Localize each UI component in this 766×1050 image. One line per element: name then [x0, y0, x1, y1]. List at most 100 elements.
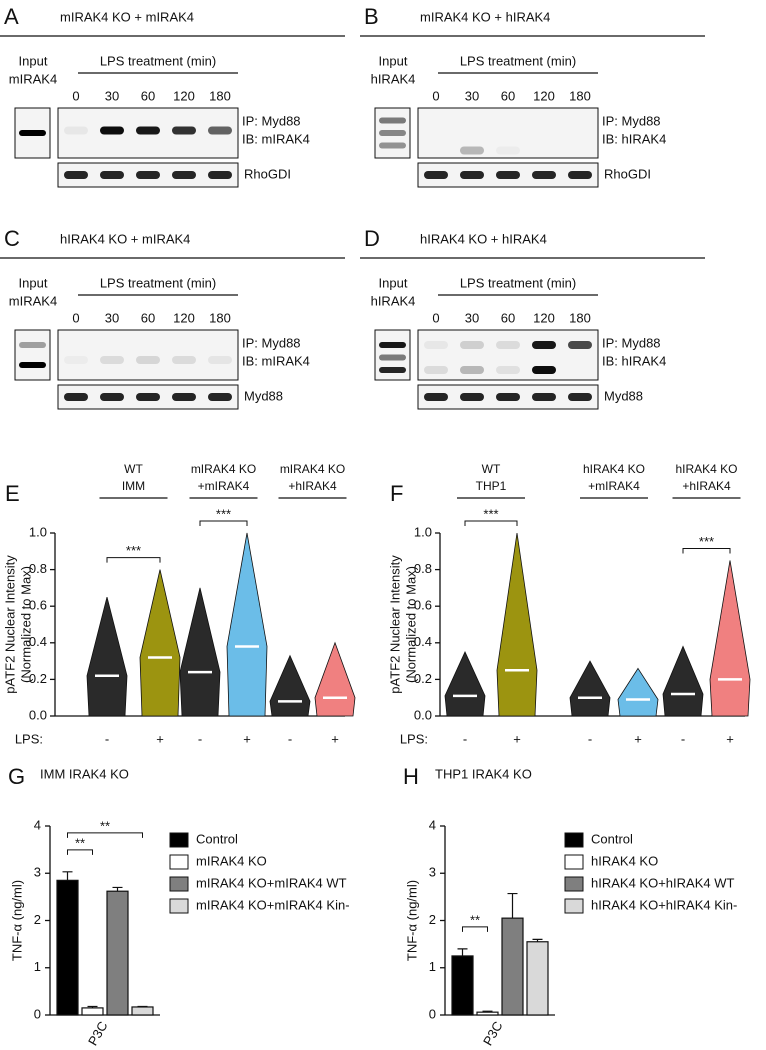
group-label: +mIRAK4 — [198, 479, 250, 493]
significance-label: *** — [126, 543, 141, 558]
y-axis-label: pATF2 Nuclear Intensity — [2, 555, 17, 694]
legend-swatch — [169, 898, 189, 914]
x-tick-label: - — [198, 731, 202, 746]
blot-label: IP: Myd88 — [602, 113, 661, 128]
group-label: hIRAK4 KO — [675, 462, 737, 476]
y-tick-label: 0.6 — [414, 598, 432, 613]
chart-title: THP1 IRAK4 KO — [435, 766, 532, 781]
significance-label: ** — [470, 912, 480, 927]
x-tick-label: - — [681, 731, 685, 746]
group-label: +hIRAK4 — [288, 479, 337, 493]
significance-bracket — [67, 849, 93, 855]
panel-title: mIRAK4 KO + hIRAK4 — [420, 9, 550, 24]
band — [379, 354, 406, 361]
legend-swatch — [564, 876, 584, 892]
legend-label: Control — [196, 831, 238, 846]
band — [136, 393, 160, 401]
legend-swatch — [564, 854, 584, 870]
ip-blot — [417, 329, 599, 381]
group-label: IMM — [122, 479, 145, 493]
dot-cloud — [314, 641, 356, 717]
y-tick-label: 0.4 — [414, 634, 432, 649]
bar — [131, 1006, 154, 1016]
legend-label: mIRAK4 KO+mIRAK4 WT — [196, 875, 347, 890]
band — [136, 171, 160, 179]
y-tick-label: 4 — [34, 817, 41, 832]
ip-blot — [57, 329, 239, 381]
input-label: Input — [379, 53, 408, 68]
band — [64, 171, 88, 179]
time-label: 0 — [432, 88, 439, 103]
legend-swatch — [564, 898, 584, 914]
significance-bracket — [464, 520, 518, 526]
significance-label: *** — [699, 534, 714, 549]
blot-label: IB: hIRAK4 — [602, 353, 666, 368]
panel-title: hIRAK4 KO + mIRAK4 — [60, 231, 190, 246]
x-tick-label: P3C — [480, 1019, 506, 1048]
group-label: WT — [482, 462, 501, 476]
band — [379, 342, 406, 348]
x-tick-label: - — [105, 731, 109, 746]
blot-label: IB: mIRAK4 — [242, 353, 310, 368]
treatment-label: LPS treatment (min) — [100, 275, 216, 290]
y-tick-label: 1 — [34, 959, 41, 974]
bar — [476, 1011, 499, 1016]
chart-title: IMM IRAK4 KO — [40, 766, 129, 781]
input-blot — [374, 107, 411, 159]
significance-bracket — [67, 832, 143, 838]
y-axis-label: TNF-α (ng/ml) — [9, 880, 24, 961]
bar — [451, 955, 474, 1016]
loading-label: RhoGDI — [244, 166, 291, 181]
group-label: mIRAK4 KO — [191, 462, 256, 476]
band — [532, 341, 556, 349]
bar — [526, 941, 549, 1016]
y-tick-label: 0.4 — [29, 634, 47, 649]
band — [460, 393, 484, 401]
panel-letter: C — [4, 226, 20, 251]
legend-swatch — [169, 876, 189, 892]
band — [568, 171, 592, 179]
band — [379, 367, 406, 373]
bar — [106, 890, 129, 1016]
y-tick-label: 1.0 — [29, 524, 47, 539]
y-tick-label: 0.8 — [414, 561, 432, 576]
band — [19, 130, 46, 136]
y-tick-label: 0.2 — [29, 671, 47, 686]
group-label: WT — [124, 462, 143, 476]
blot-label: IP: Myd88 — [242, 113, 301, 128]
y-axis-label: TNF-α (ng/ml) — [404, 880, 419, 961]
input-label: Input — [19, 53, 48, 68]
dot-cloud — [709, 560, 751, 717]
time-label: 0 — [72, 88, 79, 103]
time-label: 30 — [465, 88, 479, 103]
input-label: hIRAK4 — [371, 71, 416, 86]
time-label: 180 — [209, 310, 231, 325]
time-label: 0 — [432, 310, 439, 325]
dot-cloud — [139, 569, 181, 717]
dot-cloud — [269, 654, 311, 717]
dot-cloud — [86, 596, 128, 717]
band — [19, 362, 46, 368]
band — [19, 342, 46, 348]
panel-title: mIRAK4 KO + mIRAK4 — [60, 9, 194, 24]
x-tick-label: + — [243, 731, 251, 746]
group-label: THP1 — [476, 479, 507, 493]
band — [64, 393, 88, 401]
input-label: Input — [379, 275, 408, 290]
y-tick-label: 2 — [34, 912, 41, 927]
bar — [501, 917, 524, 1016]
loading-label: Myd88 — [604, 388, 643, 403]
band — [100, 356, 124, 364]
x-axis-label: LPS: — [400, 731, 428, 746]
band — [64, 356, 88, 364]
band — [532, 393, 556, 401]
time-label: 60 — [141, 88, 155, 103]
loading-label: RhoGDI — [604, 166, 651, 181]
input-label: Input — [19, 275, 48, 290]
band — [460, 366, 484, 374]
band — [496, 393, 520, 401]
band — [424, 393, 448, 401]
x-tick-label: - — [588, 731, 592, 746]
dot-cloud — [496, 532, 538, 717]
